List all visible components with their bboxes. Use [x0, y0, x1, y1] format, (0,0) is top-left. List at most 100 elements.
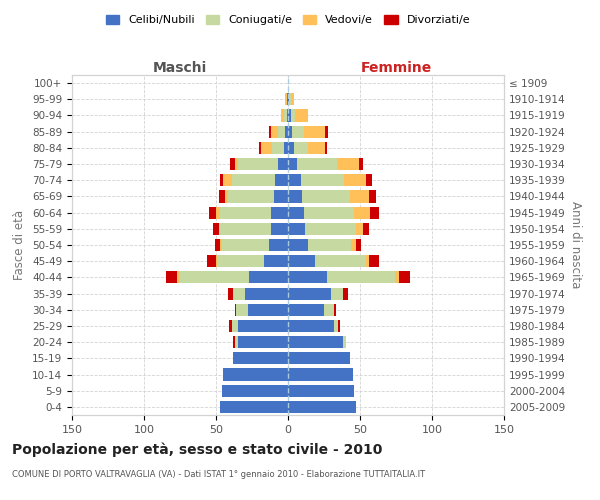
Bar	[216, 206, 220, 218]
Bar	[220, 239, 222, 251]
Bar	[278, 158, 288, 170]
Bar	[368, 190, 376, 202]
Bar	[245, 288, 288, 300]
Bar	[230, 158, 235, 170]
Text: Maschi: Maschi	[153, 61, 207, 75]
Bar	[235, 304, 236, 316]
Bar	[343, 336, 346, 348]
Bar	[227, 190, 274, 202]
Bar	[288, 304, 324, 316]
Bar	[325, 142, 327, 154]
Bar	[354, 206, 370, 218]
Bar	[220, 401, 288, 413]
Bar	[248, 304, 288, 316]
Bar	[281, 110, 284, 122]
Bar	[223, 368, 288, 380]
Bar	[366, 255, 368, 268]
Bar	[263, 255, 288, 268]
Bar	[238, 320, 288, 332]
Bar	[370, 206, 379, 218]
Legend: Celibi/Nubili, Coniugati/e, Vedovi/e, Divorziati/e: Celibi/Nubili, Coniugati/e, Vedovi/e, Di…	[101, 10, 475, 30]
Bar	[233, 288, 245, 300]
Bar	[278, 126, 285, 138]
Bar	[287, 93, 288, 106]
Bar	[331, 288, 343, 300]
Bar	[274, 190, 288, 202]
Bar	[287, 110, 288, 122]
Bar	[260, 142, 272, 154]
Bar	[271, 206, 288, 218]
Bar	[359, 158, 363, 170]
Bar	[304, 126, 325, 138]
Bar	[259, 142, 260, 154]
Bar	[308, 142, 325, 154]
Bar	[238, 158, 278, 170]
Bar	[213, 222, 219, 235]
Bar	[219, 190, 224, 202]
Bar	[233, 336, 235, 348]
Bar	[180, 272, 249, 283]
Bar	[288, 368, 353, 380]
Bar	[350, 190, 368, 202]
Bar	[304, 206, 354, 218]
Y-axis label: Anni di nascita: Anni di nascita	[569, 202, 582, 288]
Bar	[285, 126, 288, 138]
Bar	[232, 320, 238, 332]
Bar	[215, 239, 220, 251]
Bar	[363, 222, 368, 235]
Bar	[220, 222, 271, 235]
Bar	[220, 174, 223, 186]
Bar	[337, 158, 359, 170]
Bar	[209, 206, 216, 218]
Bar	[288, 174, 301, 186]
Bar	[284, 110, 287, 122]
Bar	[334, 304, 335, 316]
Bar	[302, 190, 350, 202]
Bar	[227, 288, 233, 300]
Bar	[177, 272, 180, 283]
Bar	[296, 158, 337, 170]
Bar	[288, 384, 354, 397]
Bar	[288, 110, 291, 122]
Bar	[275, 174, 288, 186]
Bar	[338, 320, 340, 332]
Bar	[233, 352, 288, 364]
Bar	[301, 174, 344, 186]
Bar	[269, 126, 271, 138]
Bar	[288, 320, 334, 332]
Bar	[288, 239, 308, 251]
Bar	[288, 255, 316, 268]
Bar	[294, 142, 308, 154]
Bar	[208, 255, 216, 268]
Bar	[216, 255, 217, 268]
Bar	[368, 255, 379, 268]
Bar	[220, 206, 271, 218]
Bar	[288, 352, 350, 364]
Bar	[288, 126, 292, 138]
Bar	[217, 255, 263, 268]
Bar	[288, 336, 343, 348]
Bar	[236, 304, 248, 316]
Bar	[325, 126, 328, 138]
Bar	[288, 288, 331, 300]
Bar	[291, 93, 294, 106]
Bar	[292, 126, 304, 138]
Bar	[343, 288, 349, 300]
Bar	[272, 142, 284, 154]
Bar	[288, 158, 296, 170]
Bar	[235, 158, 238, 170]
Text: Femmine: Femmine	[361, 61, 431, 75]
Bar	[219, 222, 220, 235]
Bar	[284, 142, 288, 154]
Bar	[269, 239, 288, 251]
Bar	[308, 239, 352, 251]
Bar	[352, 239, 356, 251]
Bar	[288, 272, 327, 283]
Bar	[291, 110, 295, 122]
Bar	[305, 222, 356, 235]
Bar	[334, 320, 338, 332]
Bar	[235, 336, 238, 348]
Y-axis label: Fasce di età: Fasce di età	[13, 210, 26, 280]
Bar	[395, 272, 399, 283]
Bar	[166, 272, 177, 283]
